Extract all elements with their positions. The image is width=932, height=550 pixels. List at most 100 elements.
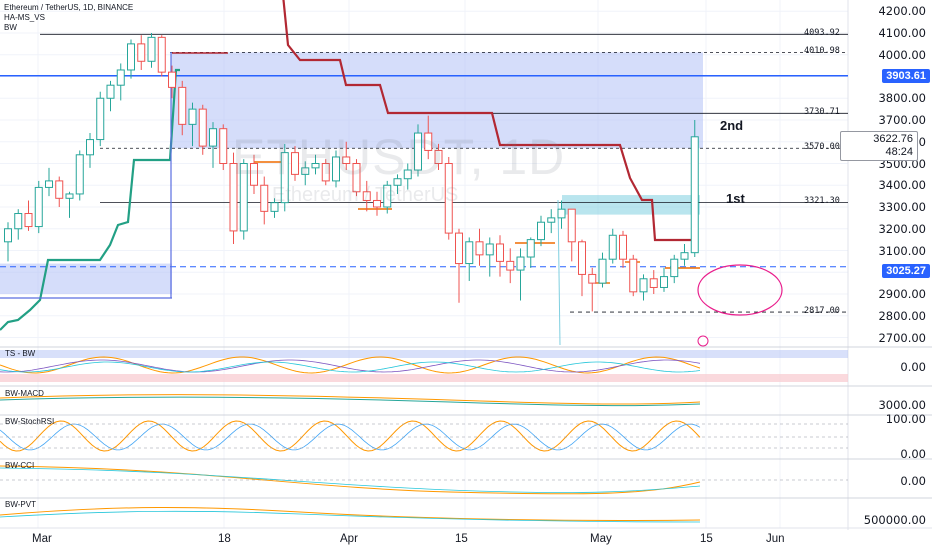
pvt-line [0, 506, 701, 522]
level-label: 3570.00 [804, 142, 840, 153]
candles[interactable] [4, 33, 699, 312]
time-tick: May [590, 533, 612, 545]
last-price-badge: 3622.76 48:24 [840, 131, 918, 161]
price-tick: 3300.00 [878, 200, 926, 214]
time-tick: Jun [766, 533, 785, 545]
ts-band-bottom [0, 374, 848, 382]
candle-body [188, 108, 197, 125]
candle-body [34, 186, 43, 228]
candle-body [434, 149, 443, 164]
time-tick: Mar [32, 533, 52, 545]
candle-body [608, 234, 617, 260]
candle-body [229, 163, 238, 232]
level-label: 4093.92 [804, 28, 840, 39]
candle-body [198, 108, 207, 147]
pane-tick-stoch-100: 100.00 [885, 412, 926, 426]
candle-body [475, 241, 484, 256]
candle-body [106, 84, 115, 99]
candle-body [301, 167, 310, 175]
pane-title-ts-bw[interactable]: TS - BW [5, 349, 36, 358]
candle-body [311, 163, 320, 169]
time-tick: 15 [700, 533, 713, 545]
indicator-panes [0, 346, 932, 523]
bar-countdown: 48:24 [885, 146, 913, 158]
candle-body [86, 139, 94, 156]
price-tick: 2700.00 [878, 330, 926, 345]
candle-body [137, 43, 146, 62]
annotation-2nd: 2nd [720, 118, 744, 133]
cci-line [0, 465, 701, 495]
pane-title-macd[interactable]: BW-MACD [5, 389, 44, 398]
price-tick: 3800.00 [878, 91, 926, 106]
candle-body [321, 163, 330, 182]
level-label: 3321.30 [804, 196, 840, 207]
trailing-stop-line [282, 0, 696, 242]
candle-body [157, 36, 166, 73]
pane-tick-ts: 0.00 [900, 360, 926, 374]
price-tick: 4000.00 [878, 47, 926, 62]
candle-body [65, 193, 74, 199]
pane-title-pvt[interactable]: BW-PVT [5, 500, 36, 509]
indicator-label-ha[interactable]: HA-MS_VS [4, 13, 45, 22]
candle-body [588, 273, 597, 284]
pane-title-cci[interactable]: BW-CCI [5, 461, 35, 470]
candle-body [639, 278, 648, 293]
pane-tick-stoch-0: 0.00 [900, 447, 926, 461]
candle-body [45, 180, 53, 188]
level-label: 4010.98 [804, 46, 840, 57]
candle-body [270, 202, 279, 212]
candle-body [547, 217, 556, 223]
candle-body [455, 232, 463, 265]
time-tick: 18 [218, 533, 231, 545]
highlight-circle [697, 264, 783, 316]
price-tick: 3200.00 [878, 221, 926, 236]
ts-line-purple [0, 359, 701, 373]
candle-body [55, 180, 64, 199]
candle-body [516, 256, 525, 271]
symbol-header[interactable]: Ethereum / TetherUS, 1D, BINANCE [4, 3, 134, 12]
price-tick: 3700.00 [878, 113, 926, 127]
candle-body [496, 243, 504, 262]
candle-body [660, 276, 668, 288]
candle-body [444, 163, 453, 234]
candle-body [96, 97, 105, 141]
candle-body [526, 239, 535, 258]
candle-body [168, 71, 176, 88]
candle-body [670, 258, 679, 278]
candle-body [24, 213, 33, 228]
support-line [0, 68, 180, 331]
candle-body [393, 178, 402, 186]
candle-body [209, 128, 217, 147]
candle-body [424, 132, 433, 151]
indicator-lines [0, 0, 700, 346]
last-price-value: 3622.76 [873, 133, 913, 145]
candle-body [567, 208, 576, 243]
price-tick: 4100.00 [878, 26, 926, 40]
candle-body [598, 258, 607, 284]
candle-body [537, 221, 545, 241]
pane-tick-cci: 0.00 [900, 474, 926, 488]
candle-body [619, 234, 627, 260]
annotations [697, 264, 783, 347]
price-badge-3903: 3903.61 [882, 69, 930, 83]
pane-title-stochrsi[interactable]: BW-StochRSI [5, 417, 55, 426]
candle-body [680, 252, 689, 260]
candle-body [219, 128, 228, 164]
candle-body [178, 86, 187, 125]
candle-body [147, 36, 156, 62]
price-tick: 3400.00 [878, 178, 926, 193]
candle-body [414, 132, 422, 171]
candle-body [383, 184, 392, 208]
supply-zone [0, 52, 703, 294]
candle-body [14, 213, 23, 230]
candle-body [332, 156, 340, 182]
candle-body [403, 169, 412, 180]
price-tick: 2900.00 [878, 287, 926, 301]
pane-tick-macd: 3000.00 [878, 398, 926, 412]
candle-body [342, 156, 351, 165]
candle-body [465, 241, 474, 265]
indicator-label-bw[interactable]: BW [4, 23, 17, 32]
candle-body [690, 136, 699, 254]
macd-signal [0, 396, 701, 407]
